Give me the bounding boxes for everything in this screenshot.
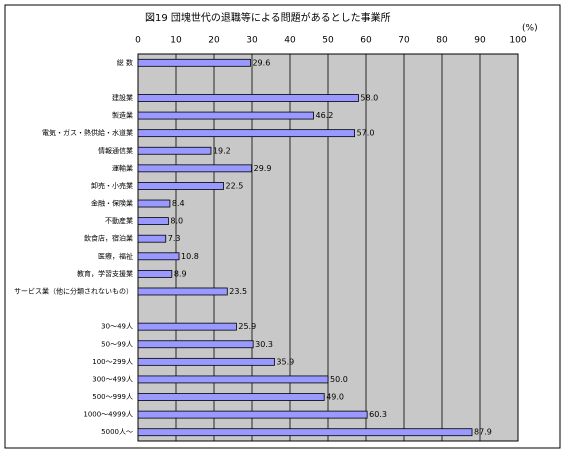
value-label: 60.3 (369, 410, 387, 419)
bar (137, 164, 253, 173)
y-tick-label: 卸売・小売業 (91, 181, 133, 190)
bar (137, 182, 224, 190)
value-label: 8.4 (172, 199, 185, 208)
y-tick-label: 電気・ガス・熱供給・水道業 (42, 128, 133, 137)
value-label: 58.0 (360, 93, 378, 102)
x-tick-label: 90 (474, 36, 486, 46)
bar (137, 94, 359, 102)
x-tick-label: 10 (170, 36, 182, 46)
y-tick-label: 不動産業 (105, 216, 133, 225)
value-label: 8.0 (170, 217, 183, 226)
bar (137, 111, 314, 120)
y-tick-label: 50～99人 (101, 340, 133, 348)
bar (137, 340, 254, 349)
value-label: 35.9 (276, 357, 294, 366)
y-tick-label: 飲食店，宿泊業 (84, 234, 133, 243)
bar (137, 217, 169, 226)
x-tick-label: 50 (322, 36, 334, 46)
value-label: 29.9 (254, 164, 272, 173)
y-tick-label: 1000～4999人 (83, 411, 133, 419)
value-label: 57.0 (357, 129, 375, 138)
y-tick-label: 30～49人 (101, 323, 133, 331)
x-tick-label: 40 (284, 36, 296, 46)
value-label: 7.3 (168, 234, 181, 243)
value-label: 87.9 (474, 428, 492, 437)
value-label: 8.9 (174, 269, 187, 278)
value-label: 23.5 (229, 287, 247, 296)
x-tick-label: 0 (135, 36, 141, 46)
x-tick-label: 30 (246, 36, 258, 46)
x-tick-label: 100 (509, 36, 526, 46)
value-label: 49.0 (326, 393, 344, 402)
bar (137, 287, 228, 296)
bar (137, 357, 275, 366)
bar (137, 252, 180, 261)
y-tick-label: 情報通信業 (98, 146, 133, 155)
bar (137, 58, 251, 67)
bar (137, 375, 329, 384)
value-label: 19.2 (213, 146, 231, 155)
y-tick-label: 500～999人 (92, 393, 133, 401)
x-tick-label: 20 (208, 36, 220, 46)
bar (137, 393, 325, 401)
x-tick-label: 60 (360, 36, 372, 46)
y-tick-label: サービス業（他に分類されないもの） (14, 286, 133, 295)
x-tick-label: 70 (398, 36, 410, 46)
bar (137, 322, 237, 331)
value-label: 30.3 (255, 340, 273, 349)
y-tick-label: 建設業 (112, 93, 133, 102)
y-tick-label: 総 数 (117, 58, 133, 67)
unit-label: (%) (522, 24, 538, 34)
bar (137, 410, 368, 419)
value-label: 46.2 (316, 111, 334, 120)
value-label: 25.9 (238, 322, 256, 331)
y-tick-label: 教育，学習支援業 (77, 269, 133, 278)
bar (137, 146, 212, 155)
y-tick-label: 金融・保険業 (91, 199, 133, 208)
x-tick-label: 80 (436, 36, 448, 46)
value-label: 50.0 (330, 375, 348, 384)
bar (137, 129, 356, 138)
value-label: 29.6 (252, 58, 270, 67)
y-tick-label: 医療，福祉 (98, 251, 133, 260)
y-tick-label: 100～299人 (92, 358, 133, 366)
chart-title: 図19 団塊世代の退職等による問題があるとした事業所 (145, 11, 391, 24)
y-tick-label: 5000人～ (101, 428, 133, 436)
bar (137, 234, 167, 243)
bar (137, 199, 171, 208)
bar (137, 269, 173, 278)
bar (137, 428, 473, 437)
y-tick-label: 300～499人 (92, 375, 133, 383)
value-label: 22.5 (226, 181, 244, 190)
y-tick-label: 製造業 (112, 111, 133, 120)
y-tick-label: 運輸業 (112, 163, 133, 172)
value-label: 10.8 (181, 252, 199, 261)
